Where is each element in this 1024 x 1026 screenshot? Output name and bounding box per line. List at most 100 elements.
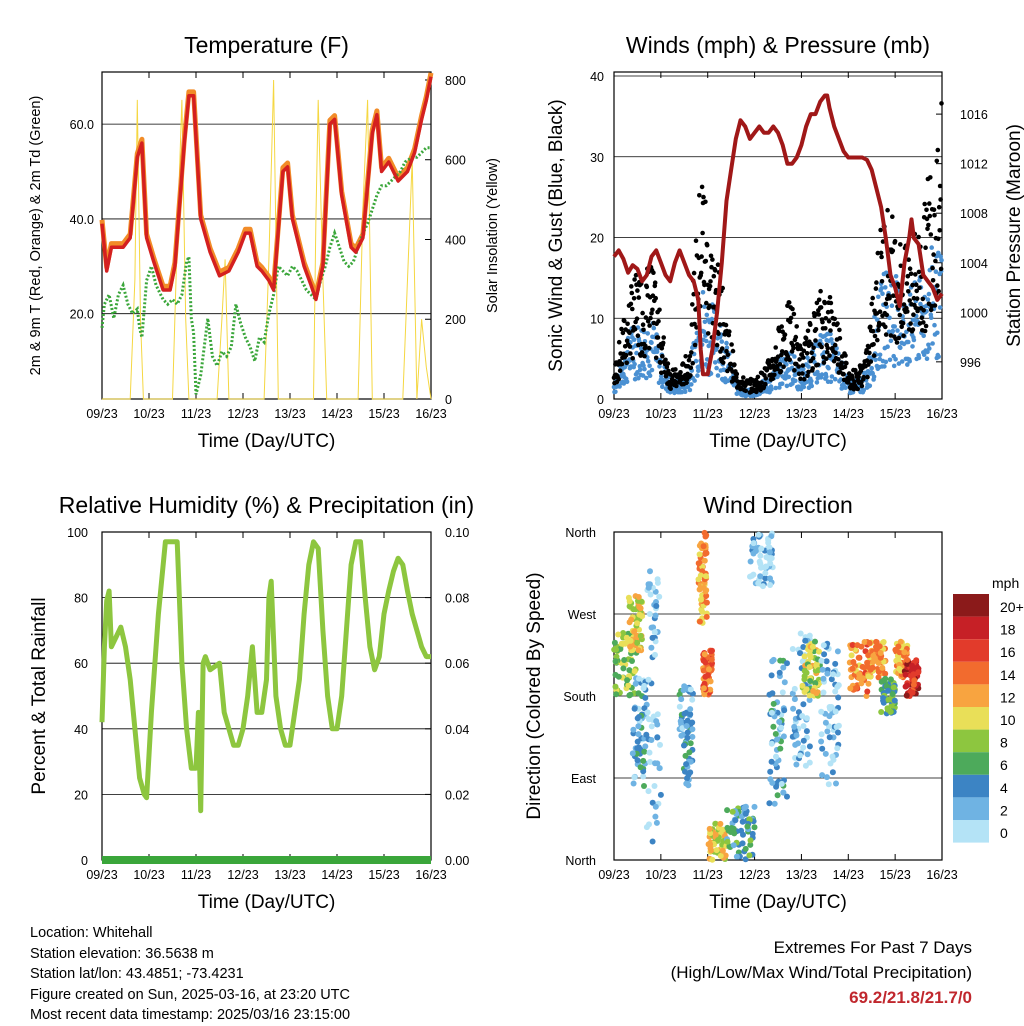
chart-title: Relative Humidity (%) & Precipitation (i… (59, 492, 474, 518)
direction-point (755, 580, 762, 587)
direction-point (816, 648, 822, 655)
legend-swatch (953, 752, 989, 775)
direction-point (683, 723, 690, 729)
direction-point (687, 711, 694, 718)
y2-tick-label: 0.04 (445, 723, 469, 737)
gust-point (805, 373, 810, 379)
direction-point (636, 603, 643, 610)
gust-point (898, 263, 904, 269)
gust-point (824, 349, 830, 355)
gust-point (877, 322, 882, 327)
wind-point (724, 340, 729, 346)
y-tick-label: 100 (67, 526, 88, 540)
direction-point (778, 724, 785, 731)
direction-point (800, 744, 807, 751)
gust-point (828, 300, 834, 306)
gust-point (773, 345, 778, 350)
gust-point (660, 340, 666, 346)
gust-point (653, 355, 659, 361)
x-tick-label: 13/23 (786, 868, 817, 882)
wind-point (829, 374, 835, 379)
direction-point (828, 676, 835, 683)
direction-point (823, 658, 830, 665)
gust-point (721, 355, 727, 360)
direction-point (702, 533, 709, 540)
direction-point (822, 750, 829, 757)
gust-point (819, 344, 824, 350)
direction-point (741, 805, 748, 811)
direction-point (818, 731, 825, 738)
gust-point (659, 346, 665, 351)
y-tick-label: 20 (74, 788, 88, 802)
gust-point (914, 288, 919, 294)
gust-point (794, 324, 799, 329)
direction-point (803, 728, 810, 735)
gust-point (867, 350, 872, 356)
direction-point (635, 594, 642, 600)
gust-point (835, 321, 840, 326)
direction-point (630, 726, 637, 733)
wind-point (641, 363, 646, 368)
direction-point (652, 813, 659, 820)
gust-point (883, 324, 888, 330)
gust-point (651, 270, 656, 276)
direction-point (678, 732, 685, 739)
wind-point (613, 389, 618, 395)
chart-title: Temperature (F) (184, 32, 349, 58)
gust-point (616, 339, 622, 345)
direction-point (827, 760, 834, 767)
gust-point (627, 344, 633, 349)
gust-point (870, 295, 875, 301)
gust-point (892, 238, 898, 244)
legend-swatch (953, 684, 989, 707)
wind-point (916, 355, 922, 361)
x-tick-label: 15/23 (368, 868, 399, 882)
y2-tick-label: 0.08 (445, 592, 469, 606)
direction-point (768, 709, 775, 716)
direction-point (892, 646, 899, 653)
gust-point (686, 357, 692, 363)
gust-point (620, 330, 626, 336)
wind-point (694, 338, 699, 344)
y2-tick-label: 800 (445, 74, 466, 88)
gust-point (688, 373, 693, 378)
gust-point (787, 319, 793, 325)
wind-point (696, 368, 701, 374)
gust-point (810, 366, 815, 371)
gust-point (843, 353, 848, 358)
direction-point (848, 652, 855, 659)
gust-point (701, 194, 706, 200)
elevation-text: Station elevation: 36.5638 m (30, 945, 214, 962)
direction-point (864, 688, 871, 695)
direction-point (626, 667, 633, 674)
direction-point (819, 772, 826, 779)
direction-point (700, 543, 707, 550)
direction-point (884, 687, 891, 694)
gust-point (642, 353, 647, 359)
direction-point (802, 637, 809, 644)
wind-point (893, 357, 898, 362)
gust-point (790, 306, 795, 312)
wind-point (786, 374, 792, 380)
wind-point (637, 364, 643, 369)
direction-point (768, 740, 775, 747)
wind-point (880, 291, 885, 297)
direction-point (732, 817, 739, 824)
gust-point (690, 360, 695, 366)
gust-point (698, 270, 704, 276)
direction-point (730, 842, 737, 849)
direction-point (803, 715, 810, 722)
direction-point (647, 568, 653, 575)
x-tick-label: 12/23 (739, 868, 770, 882)
gust-point (906, 257, 911, 263)
direction-point (676, 703, 683, 710)
gust-point (683, 354, 688, 359)
wind-point (883, 285, 888, 290)
direction-point (853, 684, 860, 691)
gust-point (804, 351, 810, 356)
wind-point (769, 387, 774, 392)
direction-point (801, 653, 808, 660)
direction-point (657, 791, 664, 798)
wind-point (712, 360, 718, 365)
direction-point (879, 664, 886, 671)
